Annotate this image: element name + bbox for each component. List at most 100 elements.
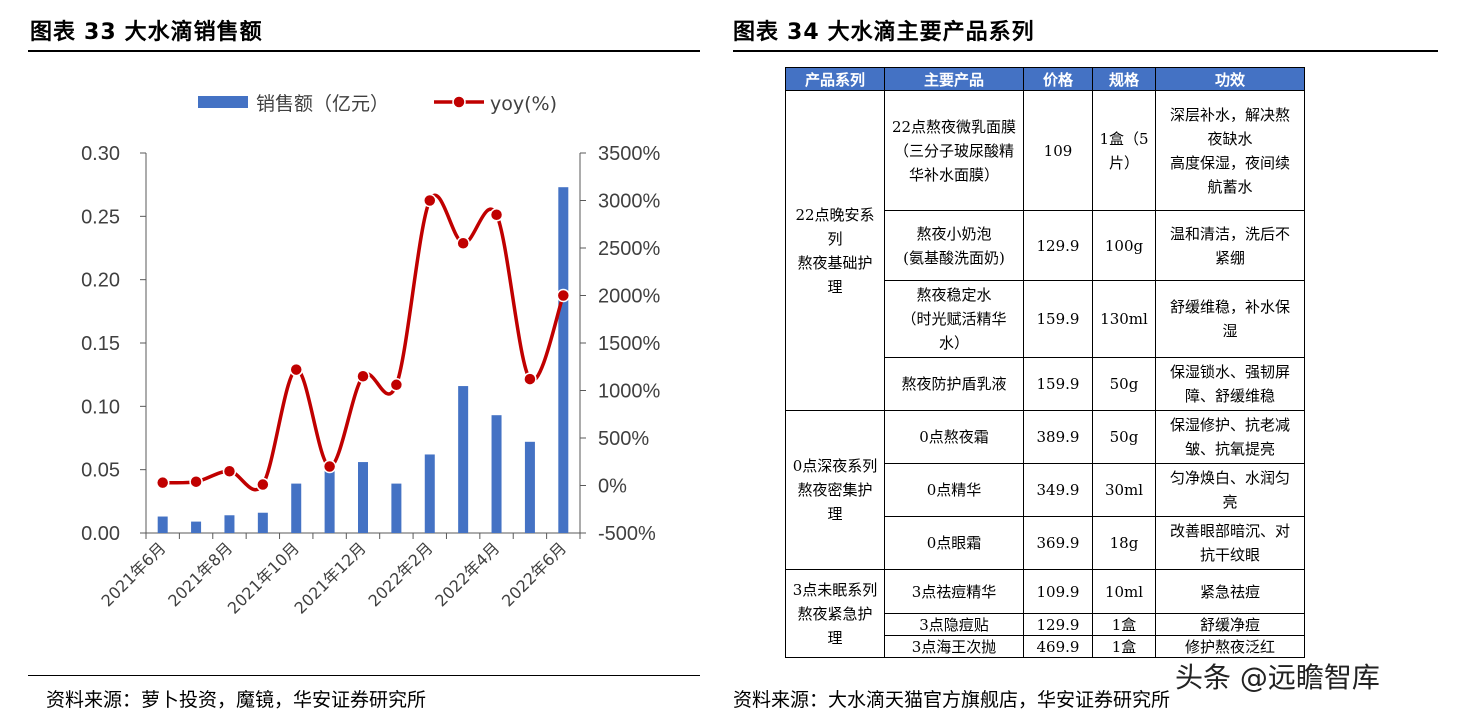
- yoy-point: [556, 288, 571, 303]
- effect-cell: 舒缓维稳，补水保湿: [1155, 280, 1305, 358]
- title-divider: [28, 50, 700, 52]
- effect-cell: 舒缓净痘: [1155, 613, 1305, 636]
- product-cell: 熬夜稳定水 （时光赋活精华 水）: [884, 280, 1024, 358]
- yoy-point: [155, 475, 170, 490]
- legend-bar-label: 销售额（亿元）: [256, 93, 389, 115]
- x-axis-tick-label: 2022年2月: [365, 538, 437, 610]
- product-cell: 3点隐痘贴: [884, 613, 1024, 636]
- yoy-point: [256, 477, 270, 492]
- sales-bar: [358, 462, 368, 533]
- table-header-cell: 功效: [1155, 67, 1305, 91]
- product-cell: 3点海王次抛: [884, 635, 1024, 658]
- source-note: 资料来源：萝卜投资，魔镜，华安证券研究所: [46, 689, 427, 711]
- figure-label: 图表: [30, 20, 77, 45]
- table-row: 3点未眠系列 熬夜紧急护理 3点祛痘精华 109.9 10ml 紧急祛痘: [785, 569, 1305, 658]
- product-cell: 熬夜小奶泡 (氨基酸洗面奶): [884, 210, 1024, 281]
- effect-cell: 保湿修护、抗老减 皱、抗氧提亮: [1155, 410, 1305, 464]
- sales-bar: [424, 454, 435, 533]
- right-axis-tick-label: 500%: [598, 428, 649, 450]
- price-cell: 369.9: [1023, 516, 1093, 570]
- table-row: 0点眼霜 369.9 18g 改善眼部暗沉、对 抗干纹眼: [786, 516, 1305, 570]
- sales-bar: [491, 415, 502, 533]
- spec-cell: 1盒: [1092, 635, 1156, 658]
- product-cell: 0点精华: [884, 463, 1024, 517]
- table-row: 3点海王次抛 469.9 1盒 修护熬夜泛红: [786, 635, 1305, 658]
- right-figure-title: 图表 34 大水滴主要产品系列: [733, 14, 1035, 46]
- table-header-cell: 价格: [1023, 67, 1093, 91]
- left-axis-tick-label: 0.00: [81, 523, 120, 545]
- yoy-point: [523, 372, 537, 386]
- sales-bar: [191, 521, 202, 533]
- left-axis-tick-label: 0.30: [81, 143, 120, 165]
- x-axis-tick-label: 2021年12月: [291, 538, 370, 617]
- price-cell: 469.9: [1023, 635, 1093, 658]
- effect-cell: 深层补水，解决熬 夜缺水 高度保湿，夜间续 航蓄水: [1155, 90, 1305, 211]
- figure-number: 34: [787, 20, 820, 45]
- sales-bar: [324, 462, 335, 533]
- legend-line-label: yoy(%): [490, 93, 557, 115]
- table-row: 22点晚安系列 熬夜基础护理 22点熬夜微乳面膜 （三分子玻尿酸精 华补水面膜） 109 1…: [785, 90, 1305, 411]
- yoy-point: [222, 464, 237, 478]
- sales-bar: [257, 512, 268, 533]
- spec-cell: 1盒（5 片）: [1092, 90, 1156, 211]
- left-figure-title: 图表 33 大水滴销售额: [30, 14, 263, 46]
- series-cell: 0点深夜系列 熬夜密集护理: [785, 410, 885, 570]
- effect-cell: 改善眼部暗沉、对 抗干纹眼: [1155, 516, 1305, 570]
- yoy-point: [356, 369, 370, 383]
- figure-caption: 大水滴销售额: [124, 20, 263, 45]
- table-header-cell: 产品系列: [785, 67, 885, 91]
- spec-cell: 50g: [1092, 410, 1156, 464]
- product-cell: 3点祛痘精华: [884, 569, 1024, 614]
- price-cell: 349.9: [1023, 463, 1093, 517]
- yoy-point: [289, 362, 303, 377]
- spec-cell: 30ml: [1092, 463, 1156, 517]
- spec-cell: 50g: [1092, 357, 1156, 411]
- table-row: 熬夜小奶泡 (氨基酸洗面奶) 129.9 100g 温和清洁，洗后不 紧绷: [786, 210, 1305, 281]
- right-axis-tick-label: 1000%: [598, 381, 660, 403]
- sales-bar: [291, 483, 302, 533]
- product-cell: 22点熬夜微乳面膜 （三分子玻尿酸精 华补水面膜）: [884, 90, 1024, 211]
- left-axis-tick-label: 0.25: [81, 206, 120, 228]
- series-cell: 22点晚安系列 熬夜基础护理: [785, 90, 885, 411]
- product-cell: 熬夜防护盾乳液: [884, 357, 1024, 411]
- effect-cell: 紧急祛痘: [1155, 569, 1305, 614]
- product-series-table: 产品系列 主要产品 价格 规格 功效 22点晚安系列 熬夜基础护理 22点熬夜微乳面膜 （三分…: [785, 67, 1305, 658]
- legend-bar-swatch: [198, 96, 248, 108]
- table-row: 0点深夜系列 熬夜密集护理 0点熬夜霜 389.9 50g 保湿修护、抗老减 皱、抗氧提亮: [785, 410, 1305, 570]
- left-axis-tick-label: 0.05: [81, 460, 120, 482]
- yoy-point: [389, 378, 404, 392]
- right-axis-tick-label: 2500%: [598, 238, 660, 260]
- sales-chart: 0.00 0.05 0.10 0.15 0.20 0.25 0.30 -500% 0% 500% 1…: [81, 93, 660, 618]
- right-axis-tick-label: 1500%: [598, 333, 660, 355]
- title-divider: [733, 50, 1438, 52]
- figure-label: 图表: [733, 20, 780, 45]
- effect-cell: 保湿锁水、强韧屏 障、舒缓维稳: [1155, 357, 1305, 411]
- yoy-point: [322, 459, 337, 474]
- spec-cell: 100g: [1092, 210, 1156, 281]
- table-header-row: 产品系列 主要产品 价格 规格 功效: [785, 67, 1305, 91]
- price-cell: 129.9: [1023, 613, 1093, 636]
- effect-cell: 温和清洁，洗后不 紧绷: [1155, 210, 1305, 281]
- yoy-point: [189, 474, 203, 489]
- spec-cell: 18g: [1092, 516, 1156, 570]
- x-axis-tick-label: 2021年8月: [164, 538, 236, 610]
- product-cell: 0点熬夜霜: [884, 410, 1024, 464]
- sales-bar: [558, 187, 569, 533]
- price-cell: 159.9: [1023, 280, 1093, 358]
- spec-cell: 130ml: [1092, 280, 1156, 358]
- series-cell: 3点未眠系列 熬夜紧急护理: [785, 569, 885, 658]
- right-axis-tick-label: 3500%: [598, 143, 660, 165]
- price-cell: 389.9: [1023, 410, 1093, 464]
- table-row: 熬夜稳定水 （时光赋活精华 水） 159.9 130ml 舒缓维稳，补水保湿: [786, 280, 1305, 358]
- watermark: 头条 @远瞻智库: [1175, 661, 1380, 694]
- right-axis-tick-label: 2000%: [598, 286, 660, 308]
- effect-cell: 匀净焕白、水润匀亮: [1155, 463, 1305, 517]
- x-axis-tick-label: 2022年4月: [431, 538, 503, 610]
- effect-cell: 修护熬夜泛红: [1155, 635, 1305, 658]
- product-cell: 0点眼霜: [884, 516, 1024, 570]
- price-cell: 109.9: [1023, 569, 1093, 614]
- yoy-point: [489, 208, 504, 222]
- source-divider: [28, 675, 700, 676]
- price-cell: 129.9: [1023, 210, 1093, 281]
- right-axis-tick-label: 0%: [598, 476, 627, 498]
